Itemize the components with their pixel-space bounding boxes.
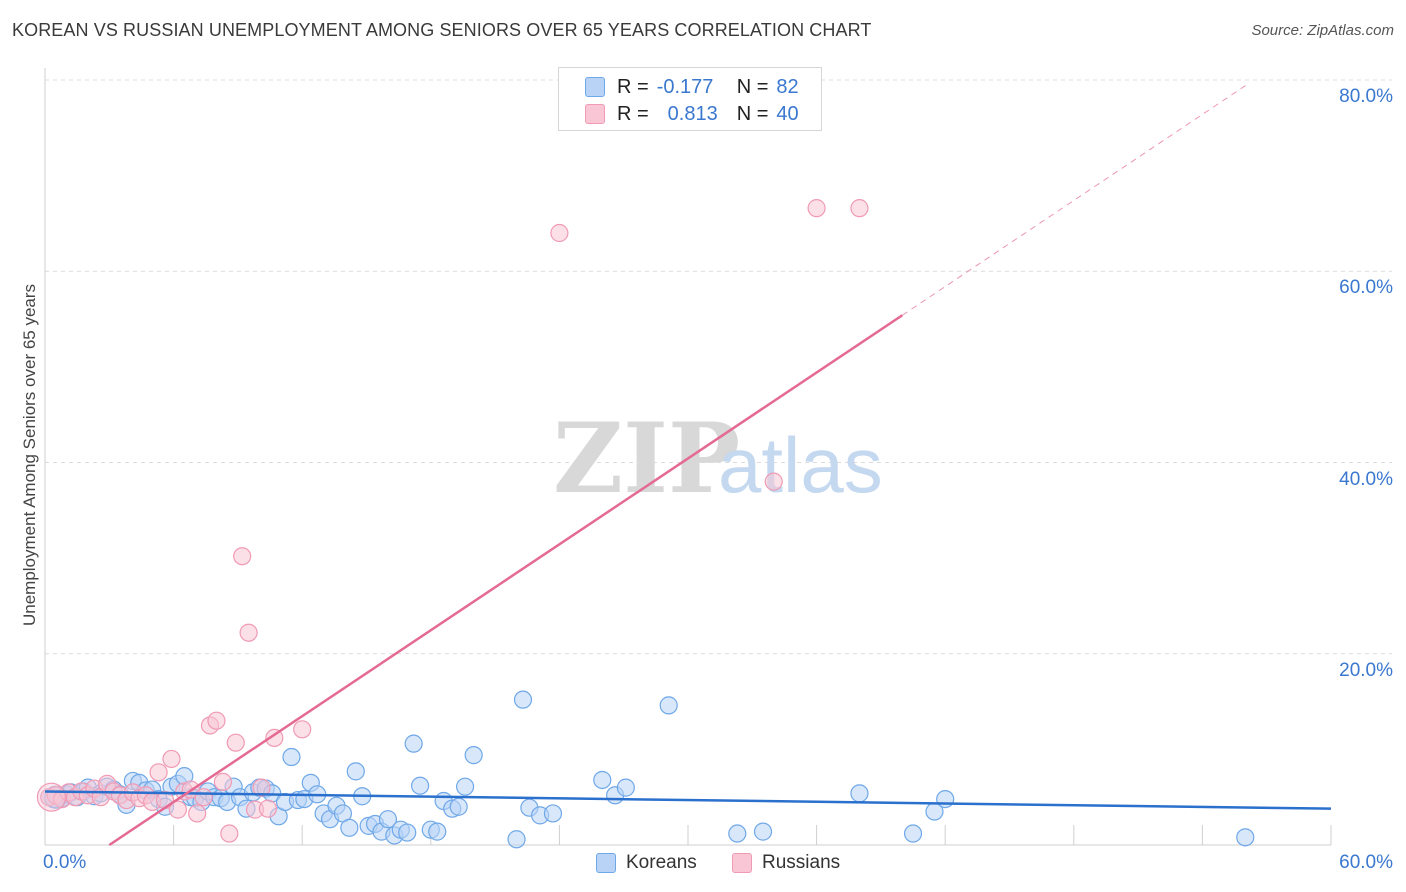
korean-point [346,762,365,781]
koreans-label: Koreans [626,852,697,873]
russians-label: Russians [762,852,841,873]
korean-point [404,734,423,753]
korean-point [903,824,923,843]
x-tick-label: 60.0% [1339,852,1393,873]
russian-point [550,223,569,243]
korean-point [464,746,483,765]
korean-point [753,822,773,841]
korean-point [282,747,301,767]
russian-n-label: N = [736,102,769,125]
koreans-swatch [596,853,616,873]
watermark-zip: ZIP [553,402,740,515]
chart-title: KOREAN VS RUSSIAN UNEMPLOYMENT AMONG SEN… [12,20,872,40]
russian-trendline-extension [902,82,1250,316]
russian-r-value: 0.813 [667,102,718,125]
russians-swatch [732,853,752,873]
korean-point [936,789,955,809]
source-label: Source: ZipAtlas.com [1251,22,1394,39]
series-legend: Koreans Russians [0,852,1406,878]
korean-trendline [44,790,1332,810]
legend-item-koreans[interactable]: Koreans [596,852,697,874]
russian-point [807,199,826,218]
russian-point [239,623,258,642]
watermark-atlas: atlas [718,421,883,509]
legend-row-russian: R = 0.813 N = 40 [559,100,799,128]
korean-r-value: -0.177 [656,75,714,98]
legend-row-korean: R = -0.177 N = 82 [559,73,799,101]
y-tick-label: 20.0% [1339,659,1393,681]
x-tick-label: 0.0% [43,852,87,873]
korean-point [543,804,563,823]
russian-swatch [585,104,605,124]
korean-point [455,777,475,796]
russian-n-value: 40 [776,102,799,125]
russian-point [162,749,181,769]
korean-point [410,776,430,795]
russian-point [258,799,278,818]
watermark: ZIP atlas [553,402,883,515]
korean-point [850,784,869,803]
korean-point [616,778,635,797]
russian-point [36,782,67,812]
russian-point [233,547,252,566]
korean-r-label: R = [617,75,649,98]
korean-point [340,818,359,837]
korean-point [513,690,533,709]
correlation-legend: R = -0.177 N = 82 R = 0.813 N = 40 [558,67,822,131]
russian-trendline [108,314,904,847]
russian-point [220,824,239,843]
russian-point [850,199,869,218]
y-tick-label: 40.0% [1339,468,1393,490]
korean-point [507,830,526,849]
korean-point [1236,828,1255,847]
axes [44,68,1332,846]
legend-item-russians[interactable]: Russians [732,852,840,874]
korean-point [449,797,468,816]
russian-point [293,720,312,739]
korean-point [728,824,747,843]
russian-point [149,763,168,782]
korean-point [378,810,398,829]
trendlines [44,82,1332,847]
russian-point [226,733,245,752]
korean-n-label: N = [736,75,769,98]
korean-n-value: 82 [776,75,799,98]
korean-point [428,822,447,841]
gridlines [45,79,1392,655]
russian-point [188,804,207,823]
russian-point [265,728,284,748]
russian-point [207,711,226,730]
russian-points [36,199,869,843]
russian-point [194,788,213,807]
russian-point [213,772,232,791]
korean-point [593,770,612,790]
korean-point [659,696,678,715]
russian-point [168,800,187,819]
korean-swatch [585,77,605,97]
russian-r-label: R = [617,102,649,125]
y-tick-label: 80.0% [1339,86,1393,107]
y-tick-label: 60.0% [1339,277,1393,299]
korean-point [398,823,417,842]
russian-point [252,778,271,797]
russian-point [764,472,783,491]
